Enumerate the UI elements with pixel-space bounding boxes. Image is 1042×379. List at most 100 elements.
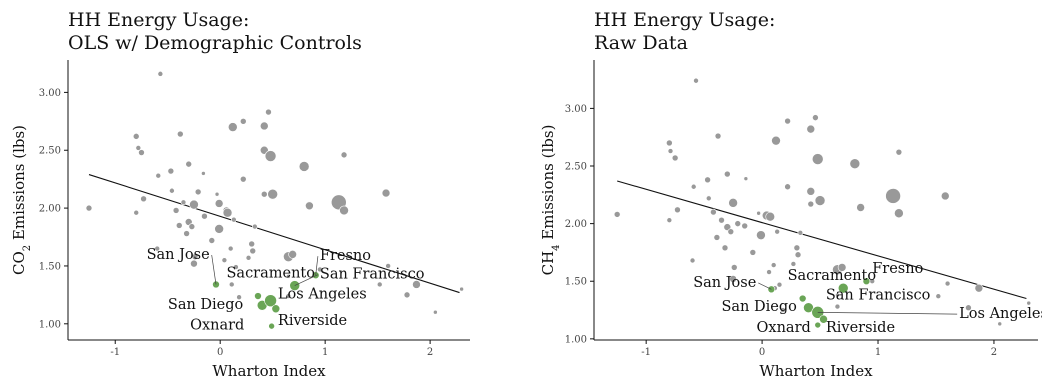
metro-point xyxy=(177,130,184,138)
y-axis-label: CH4 Emissions (lbs) xyxy=(539,125,562,276)
metro-point xyxy=(340,151,348,159)
label-leader-san-jose xyxy=(211,254,217,285)
metro-point xyxy=(765,211,776,222)
city-label-fresno: Fresno xyxy=(872,261,923,277)
metro-point xyxy=(191,253,199,260)
metro-point xyxy=(385,263,391,269)
metro-point xyxy=(222,207,233,218)
y-axis-label: CO2 Emissions (lbs) xyxy=(10,125,33,275)
metro-point xyxy=(885,188,901,204)
city-point-fresno xyxy=(862,277,871,286)
metro-point xyxy=(135,145,142,151)
metro-point xyxy=(227,245,234,252)
city-label-san-jose: San Jose xyxy=(693,275,756,291)
metro-point xyxy=(704,176,711,184)
label-leader-los-angeles xyxy=(817,311,958,315)
metro-point xyxy=(190,259,198,268)
metro-point xyxy=(140,195,147,203)
metro-point xyxy=(169,187,175,194)
y-tick-label: 2.00 xyxy=(39,204,61,215)
metro-point xyxy=(239,118,247,125)
metro-point xyxy=(133,209,140,216)
metro-point xyxy=(175,222,183,229)
x-tick-label: -1 xyxy=(110,347,120,358)
metro-point xyxy=(252,223,258,230)
city-label-oxnard: Oxnard xyxy=(757,320,811,336)
label-leader-san-francisco xyxy=(294,274,319,286)
metro-point xyxy=(381,188,391,198)
city-label-los-angeles: Los Angeles xyxy=(959,306,1042,322)
metro-point xyxy=(85,204,93,212)
metro-point xyxy=(790,261,797,267)
x-tick-label: 0 xyxy=(217,347,223,358)
metro-point xyxy=(837,263,847,272)
y-tick-label: 2.00 xyxy=(565,219,587,230)
metro-point xyxy=(172,207,180,214)
metro-point xyxy=(188,223,196,230)
metro-point xyxy=(935,293,942,300)
metro-point xyxy=(613,211,621,218)
y-tick-label: 1.00 xyxy=(39,319,61,330)
metro-point xyxy=(812,114,819,121)
metro-point xyxy=(674,206,681,214)
y-tick-label: 2.50 xyxy=(565,162,587,173)
metro-point xyxy=(729,275,737,283)
metro-point xyxy=(245,255,252,261)
x-axis-label: Wharton Index xyxy=(759,362,873,379)
metro-point xyxy=(167,167,175,175)
label-leader-fresno xyxy=(315,256,319,276)
y-tick-label: 3.00 xyxy=(39,88,61,99)
metro-point xyxy=(154,245,161,252)
metro-point xyxy=(214,199,224,208)
city-point-sacramento xyxy=(254,292,262,300)
x-tick-label: 1 xyxy=(875,347,881,358)
metro-point xyxy=(259,121,269,131)
metro-point xyxy=(807,200,815,208)
metro-point xyxy=(183,230,190,237)
metro-point xyxy=(965,304,972,312)
metro-point xyxy=(412,280,421,289)
metro-point xyxy=(194,188,202,196)
metro-point xyxy=(267,188,278,200)
metro-point xyxy=(208,237,216,244)
metro-point xyxy=(214,191,220,197)
metro-point xyxy=(806,124,816,134)
metro-point xyxy=(339,205,349,216)
city-label-los-angeles: Los Angeles xyxy=(278,286,367,302)
metro-point xyxy=(834,303,841,310)
y-tick-label: 3.00 xyxy=(565,104,587,115)
metro-point xyxy=(793,244,801,252)
metro-point xyxy=(433,309,438,315)
metro-point xyxy=(317,266,323,273)
metro-point xyxy=(770,262,777,268)
metro-point xyxy=(403,291,411,299)
city-point-san-francisco xyxy=(837,282,849,294)
city-label-san-jose: San Jose xyxy=(147,247,210,263)
x-tick-label: 2 xyxy=(427,347,433,358)
label-leader-san-jose xyxy=(758,282,772,290)
metro-point xyxy=(784,117,791,125)
metro-point xyxy=(797,230,804,236)
metro-point xyxy=(376,281,383,288)
metro-point xyxy=(667,148,674,154)
metro-point xyxy=(288,250,297,259)
metro-point xyxy=(180,199,187,206)
metro-point xyxy=(248,240,255,248)
city-point-riverside xyxy=(271,304,281,314)
metro-point xyxy=(690,183,697,190)
x-tick-label: 1 xyxy=(322,347,328,358)
metro-point xyxy=(713,234,721,241)
metro-point xyxy=(693,77,699,84)
metro-point xyxy=(689,257,696,264)
city-point-oxnard xyxy=(814,321,822,329)
metro-point xyxy=(940,191,950,201)
metro-point xyxy=(727,228,735,235)
metro-point xyxy=(671,154,679,162)
x-axis-label: Wharton Index xyxy=(212,362,326,379)
city-label-oxnard: Oxnard xyxy=(190,318,244,334)
y-tick-label: 1.50 xyxy=(565,277,587,288)
metro-point xyxy=(305,201,314,211)
metro-point xyxy=(714,132,722,140)
metro-point xyxy=(228,281,235,288)
